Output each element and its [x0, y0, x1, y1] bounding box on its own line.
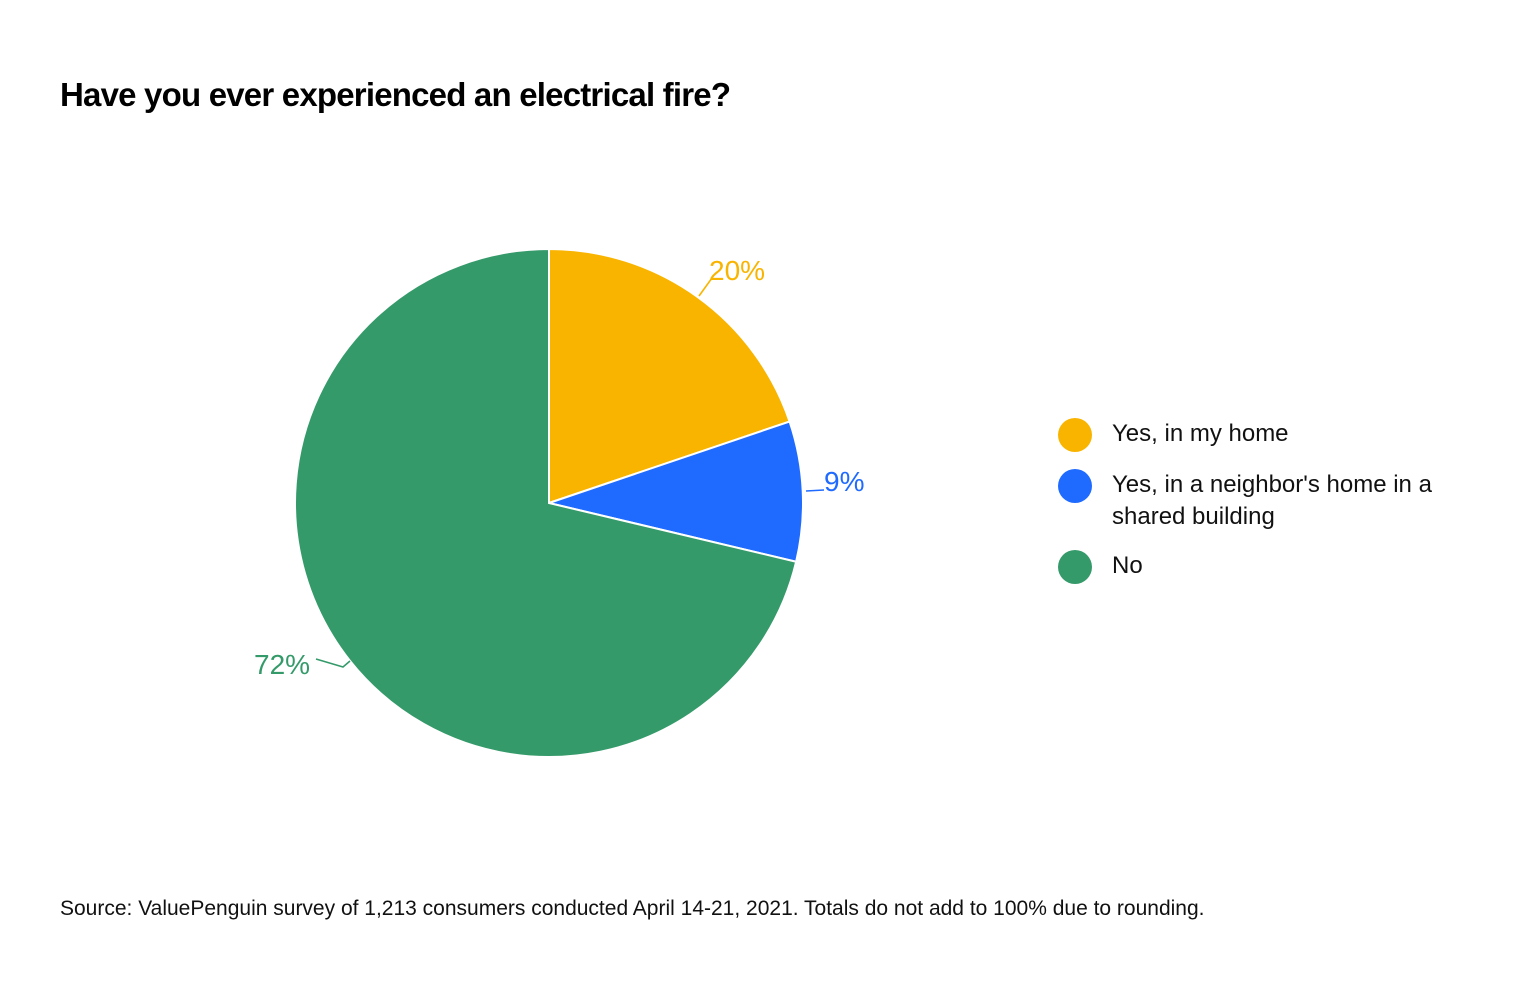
leader-lines [315, 277, 825, 668]
source-note: Source: ValuePenguin survey of 1,213 con… [60, 897, 1205, 920]
leader-line-no [315, 658, 351, 668]
chart-title: Have you ever experienced an electrical … [60, 76, 731, 113]
legend-label: No [1112, 552, 1143, 579]
leader-line-yes-neighbor [805, 489, 825, 492]
pie-slice-yes-home [548, 247, 791, 505]
legend-swatch-no [1058, 550, 1092, 584]
legend-label: Yes, in a neighbor's home in a shared bu… [1112, 471, 1432, 530]
legend-label: Yes, in my home [1112, 420, 1289, 447]
pie-slice-no [294, 247, 798, 758]
legend: Yes, in my home Yes, in a neighbor's hom… [1058, 418, 1478, 601]
pie-slices [294, 247, 804, 758]
data-label-no: 72% [254, 649, 310, 680]
leader-line-yes-home [698, 277, 713, 297]
legend-item-yes-neighbor: Yes, in a neighbor's home in a shared bu… [1058, 469, 1478, 533]
legend-item-yes-home: Yes, in my home [1058, 418, 1478, 452]
data-label-yes-home: 20% [709, 255, 765, 286]
legend-swatch-yes-neighbor [1058, 469, 1092, 503]
data-label-yes-neighbor: 9% [824, 466, 864, 497]
pie-slice-yes-neighbor [545, 420, 804, 563]
legend-swatch-yes-home [1058, 418, 1092, 452]
legend-item-no: No [1058, 550, 1478, 584]
pie-chart: 20% 9% 72% [254, 247, 864, 758]
